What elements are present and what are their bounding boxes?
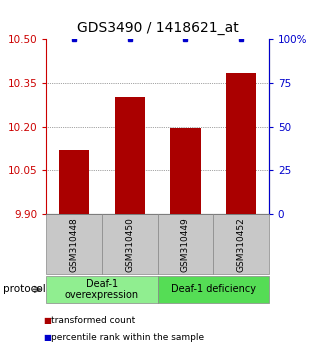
Text: GSM310448: GSM310448 — [70, 217, 79, 272]
Text: protocol: protocol — [3, 284, 46, 295]
Bar — [59, 150, 90, 214]
Bar — [115, 97, 145, 214]
Text: percentile rank within the sample: percentile rank within the sample — [51, 332, 204, 342]
Bar — [226, 73, 256, 214]
Text: GSM310449: GSM310449 — [181, 217, 190, 272]
Text: ■: ■ — [43, 316, 51, 325]
Text: transformed count: transformed count — [51, 316, 135, 325]
Text: Deaf-1
overexpression: Deaf-1 overexpression — [65, 279, 139, 300]
Title: GDS3490 / 1418621_at: GDS3490 / 1418621_at — [77, 21, 238, 35]
Text: ■: ■ — [43, 332, 51, 342]
Bar — [170, 128, 201, 214]
Text: GSM310450: GSM310450 — [125, 217, 134, 272]
Text: Deaf-1 deficiency: Deaf-1 deficiency — [171, 284, 256, 295]
Text: GSM310452: GSM310452 — [236, 217, 245, 272]
